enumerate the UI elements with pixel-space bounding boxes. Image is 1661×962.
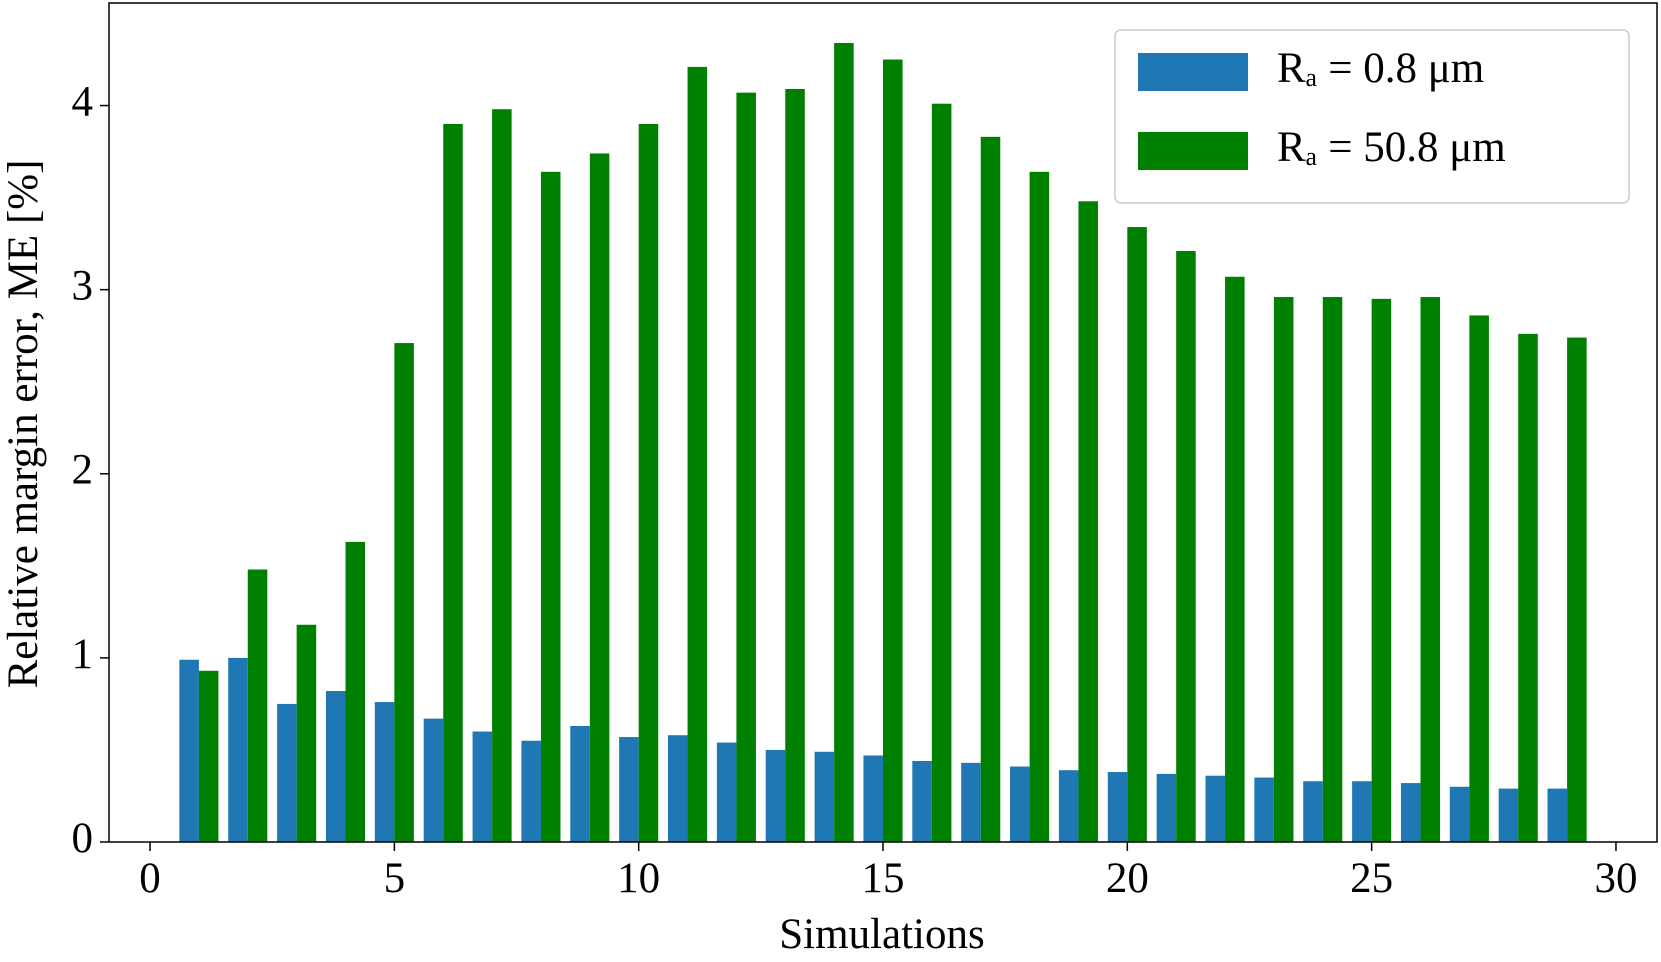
bar [1498,788,1519,842]
bar [736,92,756,842]
bar [1547,788,1568,842]
x-tick-label: 10 [617,855,660,902]
bar [1078,201,1098,842]
legend-swatch [1138,53,1248,91]
bar [638,123,659,843]
bar [394,343,414,842]
bar [1273,297,1294,842]
x-tick-label: 30 [1594,855,1637,902]
bar [179,659,199,842]
bar [443,123,463,843]
bar [472,731,493,842]
x-tick-label: 0 [139,855,161,902]
bar [1127,227,1147,842]
bar [1225,276,1245,842]
y-axis-label: Relative margin error, ME [%] [0,160,47,689]
y-tick-label: 2 [72,447,94,494]
bar [228,657,248,842]
bar [540,171,561,842]
bar [619,737,639,842]
bar [277,703,297,842]
legend-label: Rₐ = 0.8 μm [1277,45,1484,92]
bar [1371,298,1392,843]
bar [1420,297,1441,842]
bar [883,59,903,843]
bar [1029,171,1050,842]
bar [374,702,395,842]
bar [1469,315,1489,842]
bar [1107,772,1128,842]
bar [765,749,786,842]
bar [1567,337,1587,842]
x-axis-label: Simulations [779,911,984,958]
bar [931,103,952,842]
bar [296,624,317,842]
x-tick-label: 5 [384,855,406,902]
bar [1352,781,1372,842]
bar [1205,775,1226,842]
bar [814,751,835,842]
bar [1322,297,1343,842]
bar [423,718,444,842]
x-tick-label: 25 [1350,855,1393,902]
bar [570,726,590,842]
bar [912,760,932,842]
legend-label: Rₐ = 50.8 μm [1277,124,1506,171]
bar [687,66,708,843]
y-tick-label: 3 [72,263,94,310]
bar [589,153,610,842]
x-tick-label: 20 [1106,855,1149,902]
y-tick-label: 1 [72,631,94,678]
y-tick-label: 4 [72,78,94,125]
y-tick-label: 0 [72,815,94,862]
bar [325,691,346,842]
bar [521,740,541,842]
bar [1400,783,1421,842]
bar [980,136,1001,843]
bar [345,541,366,842]
bar [198,670,219,842]
bar [1156,773,1177,842]
bar [1254,777,1274,842]
bar [1449,786,1470,842]
bar [961,762,981,842]
plot-frame [108,2,1658,843]
bar [1518,333,1538,842]
bar [1010,766,1030,842]
bar [1303,781,1323,842]
bar [834,42,854,842]
bar [716,742,737,842]
bar [1058,770,1079,842]
bar [247,569,268,842]
bar [1176,250,1196,843]
legend-swatch [1138,132,1248,170]
bar [785,88,805,842]
bar [492,109,512,842]
x-tick-label: 15 [862,855,905,902]
bar [863,755,883,842]
bar [668,735,688,842]
